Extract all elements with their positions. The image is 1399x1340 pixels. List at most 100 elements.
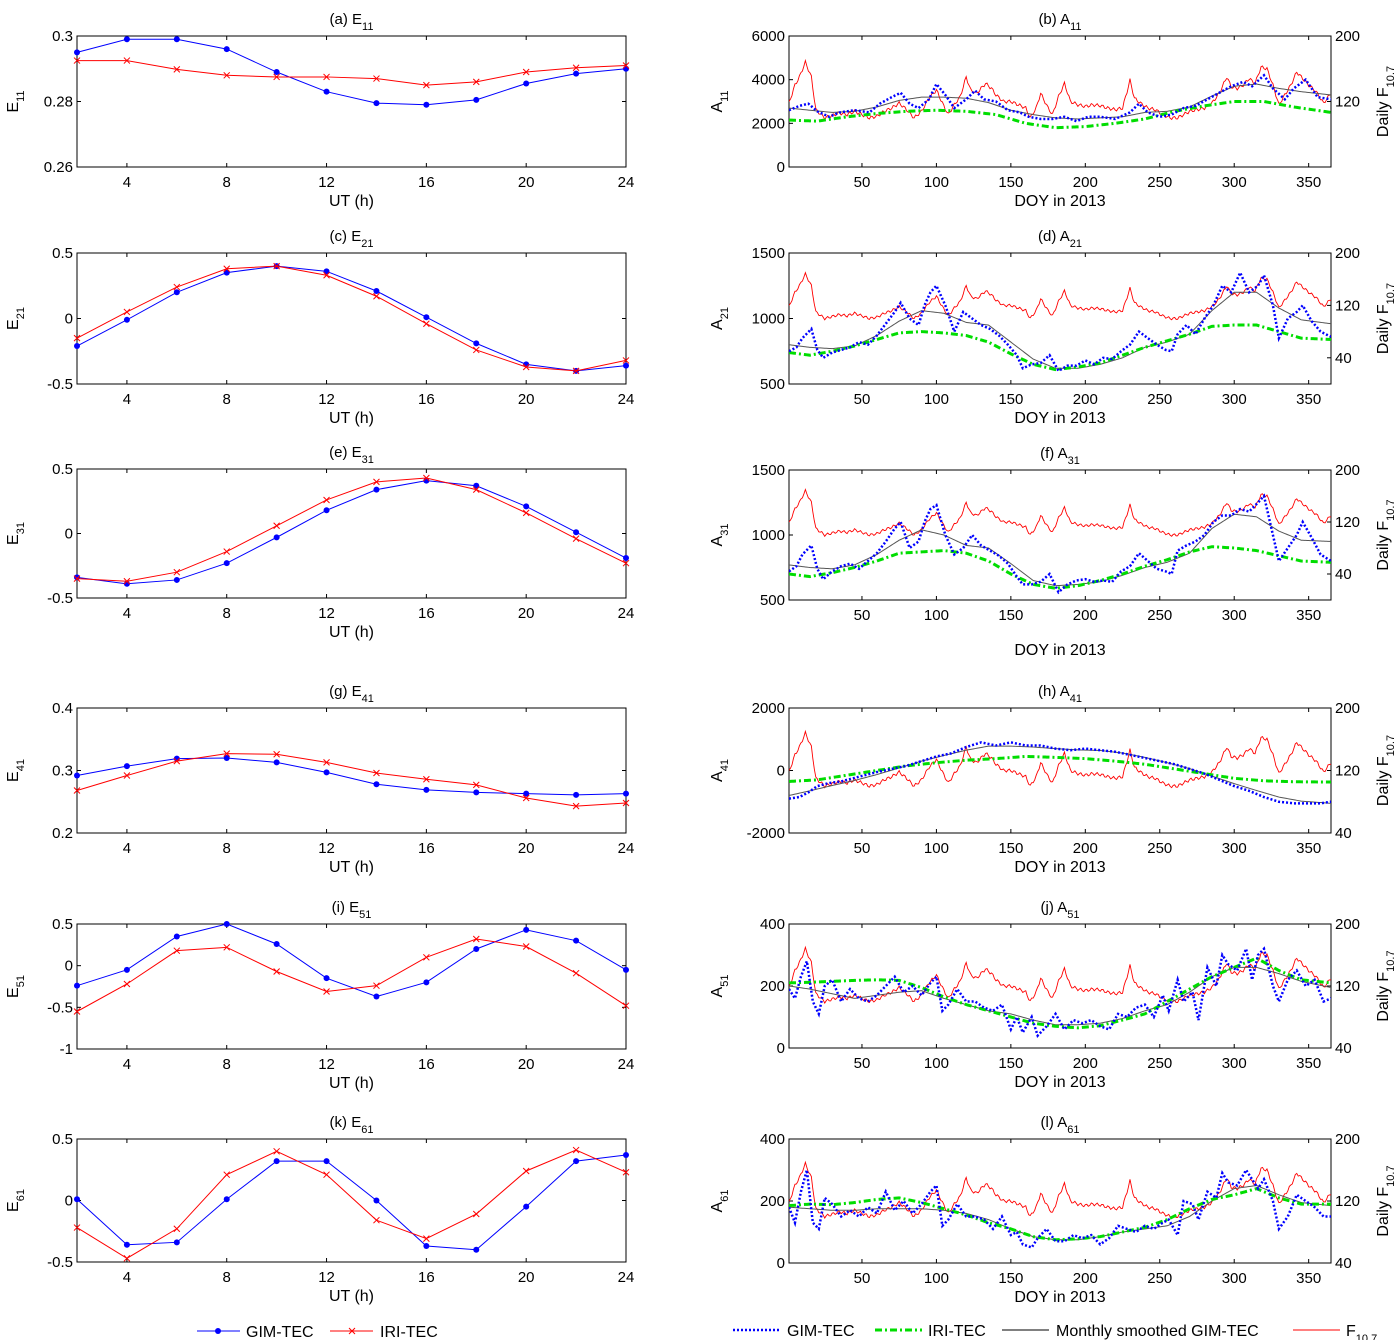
panel-e21-point-gim (223, 269, 230, 276)
panel-a11-ytick-label: 6000 (752, 28, 785, 45)
panel-e11-title: (a) E11 (330, 11, 374, 33)
panel-e51-title: (i) E51 (332, 899, 372, 921)
panel-e31-point-gim (373, 486, 380, 493)
panel-e61-line-iri-tec (76, 1149, 627, 1259)
panel-e41-xtick-label: 12 (318, 840, 335, 857)
panel-a51-title-subscript: 51 (1067, 909, 1079, 921)
panel-a61-line-gim (789, 1167, 1331, 1250)
panel-e11-point-iri (423, 81, 430, 89)
panel-a61-title-subscript: 61 (1067, 1124, 1079, 1136)
panel-e21-point-iri (173, 283, 181, 291)
panel-a51-y2tick-label: 120 (1335, 978, 1360, 995)
panel-a41-ytick-label: -2000 (747, 825, 785, 842)
panel-a61: 50 100 150 200 250 300 350 0 200 400 (l) A61 DOY in… (709, 1114, 1397, 1306)
panel-a41-frame (788, 707, 1332, 834)
panel-a11-ylabel-group: A11 (709, 90, 731, 112)
legend-gim-label: GIM-TEC (246, 1324, 314, 1340)
panel-e51-point-iri (123, 980, 131, 988)
panel-e21-point-iri (373, 292, 380, 300)
panel-e31-point-iri (522, 509, 530, 517)
panel-a11: 50 100 150 200 250 300 350 0 2000 4000 6000 (b) A11… (709, 11, 1397, 210)
panel-e21-point-gim (173, 289, 180, 296)
panel-e11-xtick-label: 4 (123, 174, 131, 191)
panel-e51-point-iri (173, 947, 181, 955)
panel-e61-point-iri (123, 1254, 131, 1262)
panel-e51-point-gim (373, 993, 380, 1000)
panel-c-e21: 4 8 12 16 20 24 -0.5 0 0.5 (c) E21 UT (h) E21 (5, 228, 634, 427)
panel-e31-ylabel-group: E31 (5, 522, 27, 545)
panel-e11-point-gim (123, 36, 130, 43)
panel-e61-point-iri (273, 1147, 280, 1155)
legend-iri-marker (348, 1327, 356, 1335)
panel-a11-line-iri (789, 100, 1331, 130)
panel-e31-xtick-label: 24 (618, 605, 635, 622)
panel-e11-point-iri (123, 57, 131, 64)
panel-e21-xtick-label: 24 (618, 391, 635, 408)
panel-a61-y2tick-label: 200 (1335, 1131, 1360, 1148)
panel-a21-y2tick-label: 40 (1335, 350, 1352, 367)
panel-a11-ylabel-subscript: 11 (719, 90, 731, 101)
panel-e11-point-iri (472, 78, 480, 86)
panel-e41-line-iri-tec (76, 753, 627, 807)
panel-e51-ytick-label: 0.5 (52, 916, 73, 933)
panel-e11-point-iri (173, 66, 181, 73)
panel-a31-ytick-label: 1500 (752, 462, 785, 479)
panel-e11-point-iri (273, 73, 280, 81)
panel-e51-point-iri (423, 953, 430, 961)
panel-e11-line-iri-tec (77, 60, 627, 86)
panel-e21-xtick-label: 12 (318, 391, 335, 408)
panel-e51-line-iri-tec (76, 938, 627, 1012)
panel-e61-point-iri (522, 1167, 530, 1175)
panel-a51-line-gim (789, 944, 1331, 1038)
panel-e31-point-gim (623, 555, 629, 562)
panel-a61-ylabel-group: A61 (709, 1190, 731, 1213)
panel-e61-xtick-label: 4 (123, 1269, 131, 1286)
panel-e31-frame (76, 468, 627, 599)
panel-e61-point-gim (223, 1196, 230, 1203)
panel-a21-xtick-label: 250 (1147, 391, 1172, 408)
panel-a31-y2label-group: Daily F10.7 (1375, 499, 1397, 570)
panel-e31-point-iri (123, 577, 131, 585)
panel-e51-point-iri (223, 943, 231, 951)
panel-e31-point-iri (223, 548, 231, 555)
panel-e61-point-gim (173, 1239, 180, 1246)
panel-e21-point-gim (623, 362, 629, 369)
panel-e41-xtick-label: 8 (223, 840, 231, 857)
panel-a41-line-iri (789, 754, 1331, 784)
panel-a11-ylabel: A11 (709, 90, 731, 112)
panel-e11-frame (76, 35, 627, 168)
panel-a31-y2tick-label: 200 (1335, 462, 1360, 479)
panel-e11-ylabel: E11 (5, 90, 27, 112)
panel-a41-y2tick-label: 120 (1335, 763, 1360, 780)
panel-e31-point-iri (572, 535, 580, 543)
panel-a41-xtick-label: 200 (1073, 840, 1098, 857)
panel-e11-ytick-label: 0.3 (52, 28, 73, 45)
panel-a11-ytick-label: 0 (777, 159, 785, 176)
panel-a21-xtick-label: 300 (1222, 391, 1247, 408)
panel-e31-ylabel-subscript: 31 (15, 522, 27, 534)
panel-a61-xtick-label: 200 (1073, 1270, 1098, 1287)
panel-e41-point-iri (572, 802, 580, 810)
panel-a41-title: (h) A41 (1038, 683, 1082, 705)
panel-e41-xtick-label: 16 (418, 840, 435, 857)
panel-e51-xtick-label: 12 (318, 1056, 335, 1073)
panel-e11-point-iri (622, 62, 630, 69)
panel-a51-ylabel: A51 (709, 975, 731, 998)
panel-a61-ylabel-subscript: 61 (719, 1190, 731, 1202)
panel-e41-point-gim (123, 763, 130, 770)
panel-e11-point-gim (623, 65, 629, 72)
panel-k-e61: 4 8 12 16 20 24 -0.5 0 0.5 (k) E61 UT (h) E61 (5, 1114, 634, 1305)
panel-e61-point-iri (423, 1235, 430, 1242)
panel-e41-point-iri (373, 769, 380, 777)
panel-a31-line-iri (789, 545, 1331, 590)
panel-e21-point-gim (473, 340, 480, 347)
panel-a61-line-f107 (789, 1160, 1331, 1219)
panel-a31-title-subscript: 31 (1068, 455, 1080, 467)
panel-e41-point-iri (73, 787, 81, 794)
panel-e31-point-iri (373, 478, 380, 486)
panel-a31-plot-area (789, 488, 1331, 595)
panel-e11-xtick-label: 24 (618, 174, 635, 191)
panel-a11-xtick-label: 100 (924, 174, 949, 191)
panel-e61-point-gim (623, 1151, 629, 1158)
panel-a51-plot-area (789, 944, 1331, 1038)
